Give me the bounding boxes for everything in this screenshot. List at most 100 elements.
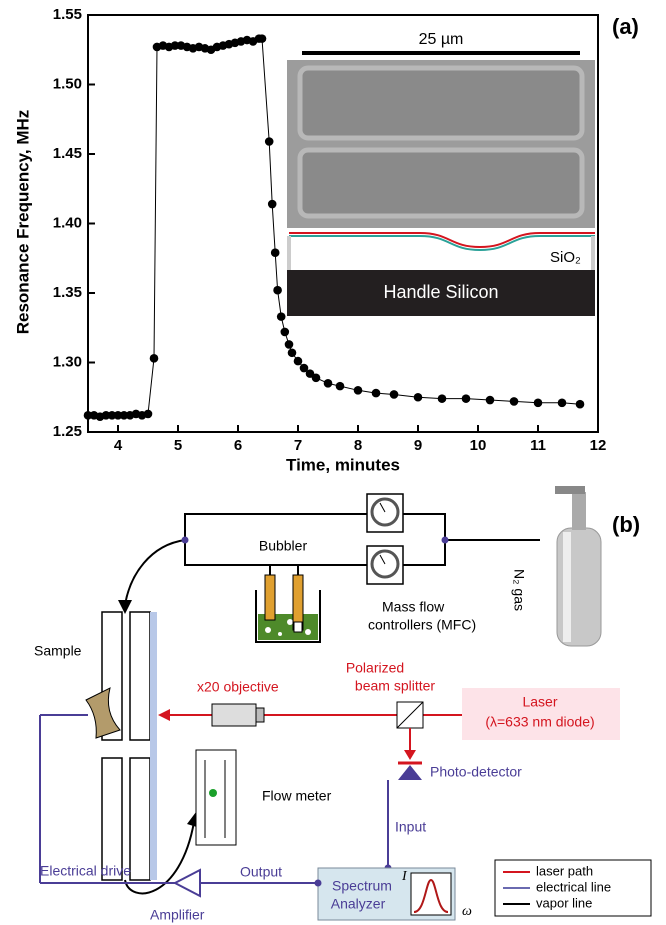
x-tick-label: 8 — [354, 437, 362, 454]
mfc-label: controllers (MFC) — [368, 617, 476, 633]
window — [150, 612, 157, 880]
flow-meter-label: Flow meter — [262, 788, 332, 804]
legend-label: vapor line — [536, 895, 592, 910]
flow-meter — [195, 749, 237, 846]
legend-label: electrical line — [536, 879, 611, 894]
x-tick-label: 9 — [414, 437, 422, 454]
data-point — [299, 363, 309, 373]
data-point — [557, 398, 567, 408]
data-point — [83, 411, 93, 420]
axis-symbol: I — [401, 869, 408, 884]
data-point — [287, 348, 297, 358]
layer-label: SiO₂ — [550, 249, 581, 266]
bubbler — [255, 574, 321, 643]
data-point — [267, 199, 277, 209]
scale-label: 25 µm — [419, 31, 464, 48]
data-point — [280, 327, 290, 337]
data-point — [101, 411, 111, 420]
amplifier — [172, 868, 201, 898]
mfc-label: Mass flow — [382, 599, 445, 615]
laser-label: Laser — [522, 694, 557, 710]
x-tick-label: 4 — [114, 437, 123, 454]
pillar — [287, 236, 291, 270]
objective-label: x20 objective — [197, 679, 279, 695]
x-tick-label: 11 — [530, 437, 546, 454]
data-point — [257, 34, 267, 43]
data-point — [119, 411, 129, 420]
y-tick-label: 1.35 — [53, 284, 82, 301]
junction — [181, 536, 189, 544]
x-tick-label: 12 — [590, 437, 607, 454]
sample-label: Sample — [34, 643, 82, 659]
cross-section — [287, 228, 595, 270]
bubbler-label: Bubbler — [259, 538, 308, 554]
gauge — [366, 545, 404, 585]
data-point — [113, 411, 123, 420]
x-tick-label: 7 — [294, 437, 302, 454]
data-point — [284, 340, 294, 349]
data-point — [170, 41, 180, 50]
y-tick-label: 1.55 — [53, 6, 82, 23]
x-tick-label: 6 — [234, 437, 242, 454]
data-point — [413, 392, 423, 402]
photo-detector — [398, 765, 422, 780]
panel-label: (a) — [612, 14, 639, 39]
layer-line — [289, 235, 595, 252]
axis-symbol: ω — [462, 904, 472, 919]
data-point — [533, 398, 543, 408]
laser-label: (λ=633 nm diode) — [485, 714, 594, 730]
data-point — [264, 137, 274, 146]
detector-label: Photo-detector — [430, 764, 522, 780]
slot — [297, 147, 585, 219]
data-point — [273, 285, 282, 295]
data-point — [149, 354, 159, 363]
data-point — [311, 373, 321, 383]
drive-label: Electrical drive — [40, 863, 131, 879]
data-point — [461, 394, 471, 403]
data-point — [389, 390, 399, 399]
analyzer-label: Analyzer — [331, 896, 386, 912]
analyzer-label: Spectrum — [332, 878, 392, 894]
x-axis-label: Time, minutes — [286, 455, 400, 474]
objective — [211, 703, 257, 727]
x-tick-label: 10 — [470, 437, 487, 454]
vapor-lines — [124, 513, 540, 895]
y-tick-label: 1.25 — [53, 423, 82, 440]
splitter-label: Polarized — [346, 660, 404, 676]
y-tick-label: 1.45 — [53, 145, 82, 162]
data-point — [353, 386, 363, 395]
data-point — [437, 394, 447, 403]
chamber — [101, 611, 151, 881]
slot — [297, 65, 585, 141]
data-point — [575, 399, 585, 409]
output-label: Output — [240, 864, 282, 880]
arrow-head — [404, 750, 416, 760]
data-point — [305, 369, 315, 378]
y-tick-label: 1.30 — [53, 353, 82, 370]
data-point — [509, 397, 519, 406]
pillar — [591, 236, 595, 270]
y-axis-label: Resonance Frequency, MHz — [13, 110, 32, 335]
resonance-peak — [413, 878, 449, 913]
splitter-label: beam splitter — [355, 678, 435, 694]
inset: 25 µm SiO₂ Handle Silicon — [287, 31, 595, 316]
legend — [494, 859, 652, 917]
data-point — [371, 388, 381, 398]
substrate-label: Handle Silicon — [383, 282, 498, 302]
gauge — [366, 493, 404, 533]
input-label: Input — [395, 819, 426, 835]
junction — [441, 536, 449, 544]
layer-line — [289, 232, 595, 249]
data-point — [485, 395, 495, 405]
data-point — [276, 312, 286, 321]
laser-box — [462, 688, 620, 740]
objective — [255, 707, 265, 723]
data-point — [293, 356, 303, 366]
substrate — [287, 270, 595, 316]
data-point — [107, 411, 117, 420]
y-tick-label: 1.50 — [53, 75, 82, 92]
data-point — [270, 248, 280, 257]
legend-label: laser path — [536, 863, 593, 878]
